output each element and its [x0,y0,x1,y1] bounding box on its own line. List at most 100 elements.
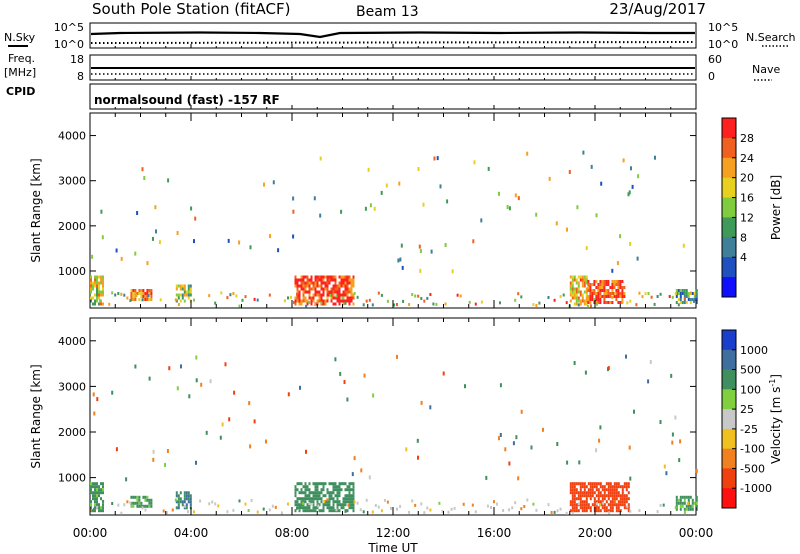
echo-cell [577,509,580,513]
speckle-cell [396,507,398,511]
speckle-cell [508,206,511,211]
speckle-cell [147,294,150,298]
echo-cell [621,289,624,292]
echo-cell [302,293,305,297]
echo-cell [595,280,598,283]
echo-cell [621,485,624,489]
echo-cell [587,503,590,507]
echo-cell [179,287,182,291]
speckle-cell [584,370,587,375]
speckle-cell [353,500,356,504]
speckle-cell [115,248,118,253]
speckle-cell [408,510,411,514]
echo-cell [695,495,698,499]
speckle-cell [305,449,307,454]
echo-cell [189,500,192,504]
echo-cell [597,500,600,504]
speckle-cell [399,257,402,262]
speckle-cell [162,509,165,513]
echo-cell [591,298,594,301]
echo-cell [324,275,327,279]
speckle-cell [226,296,229,300]
echo-cell [318,293,321,297]
echo-cell [346,299,349,303]
speckle-cell [441,510,444,513]
echo-cell [599,286,602,289]
echo-cell [330,296,333,300]
echo-cell [621,488,624,492]
echo-cell [320,278,323,282]
echo-cell [332,275,335,279]
echo-cell [308,491,311,495]
echo-cell [322,281,325,285]
echo-cell [98,488,100,492]
echo-cell [179,497,182,501]
echo-cell [320,482,323,486]
echo-cell [94,503,96,507]
echo-cell [579,488,582,492]
speckle-cell [396,354,398,359]
echo-cell [583,302,586,306]
echo-cell [579,494,582,498]
echo-cell [306,494,309,498]
echo-cell [334,494,337,498]
speckle-cell [93,507,95,511]
speckle-cell [418,244,421,249]
echo-cell [130,504,133,508]
echo-cell [589,488,592,492]
speckle-cell [517,292,520,296]
echo-cell [683,507,686,511]
echo-cell [298,284,301,288]
echo-cell [312,509,315,513]
echo-cell [617,283,620,286]
echo-cell [607,289,610,292]
speckle-cell [502,509,505,512]
echo-cell [683,292,686,295]
echo-cell [136,498,139,502]
echo-cell [344,482,347,486]
echo-cell [350,299,353,303]
echo-cell [685,507,688,511]
speckle-cell [292,234,295,239]
echo-cell [336,290,339,294]
speckle-cell [238,240,241,245]
echo-cell [611,506,614,510]
speckle-cell [296,292,298,296]
echo-region [587,280,626,304]
speckle-cell [313,196,316,201]
echo-cell [597,509,600,513]
colorbar-tick-label: 28 [740,132,754,145]
speckle-cell [596,302,598,306]
echo-cell [609,292,612,295]
echo-cell [298,482,301,486]
echo-cell [607,485,610,489]
echo-cell [615,506,618,510]
echo-cell [611,283,614,286]
echo-cell [585,485,588,489]
echo-cell [571,494,574,498]
echo-cell [613,482,616,486]
echo-cell [326,278,329,282]
echo-cell [615,280,618,283]
echo-cell [322,488,325,492]
speckle-cell [380,509,383,513]
echo-cell [298,509,301,513]
speckle-cell [514,501,517,505]
echo-cell [300,281,303,285]
echo-cell [138,495,141,499]
echo-cell [595,292,598,295]
echo-cell [342,497,345,501]
echo-cell [685,292,688,295]
echo-cell [687,292,690,295]
y-tick-label: 2000 [58,426,86,439]
echo-cell [352,281,355,285]
speckle-cell [244,295,247,299]
echo-cell [185,491,188,495]
echo-region [294,275,355,306]
echo-cell [579,503,582,507]
echo-cell [314,497,317,501]
echo-cell [607,491,610,495]
echo-cell [130,289,133,292]
speckle-cell [152,457,155,462]
